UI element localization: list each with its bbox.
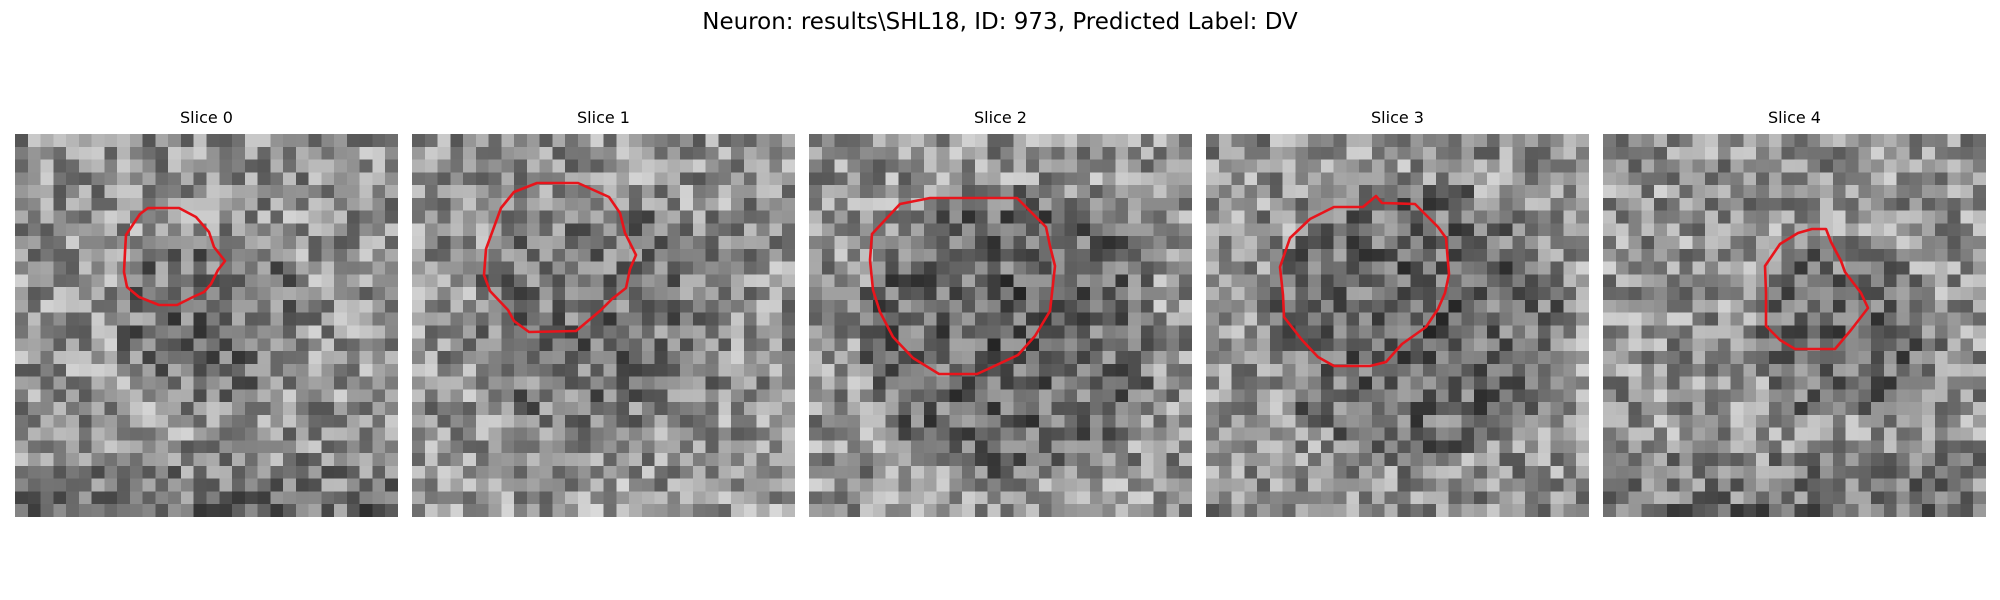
slice-heatmap xyxy=(412,134,795,517)
slice-image xyxy=(809,134,1192,517)
slice-title: Slice 4 xyxy=(1768,108,1821,127)
slice-heatmap xyxy=(15,134,398,517)
slice-panel-2: Slice 2 xyxy=(809,108,1192,518)
contour-outline xyxy=(482,181,638,334)
neuron-contour xyxy=(868,196,1057,376)
slice-title: Slice 2 xyxy=(974,108,1027,127)
slice-image xyxy=(412,134,795,517)
figure-title: Neuron: results\SHL18, ID: 973, Predicte… xyxy=(702,9,1298,35)
slice-heatmap xyxy=(1206,134,1589,517)
slice-image xyxy=(1603,134,1986,517)
slice-heatmap xyxy=(1603,134,1986,517)
contour-outline xyxy=(1763,227,1870,351)
slice-title: Slice 3 xyxy=(1371,108,1424,127)
neuron-contour xyxy=(1278,194,1451,368)
slice-panel-3: Slice 3 xyxy=(1206,108,1589,518)
slice-panel-4: Slice 4 xyxy=(1603,108,1986,518)
slice-title: Slice 1 xyxy=(577,108,630,127)
slice-title: Slice 0 xyxy=(180,108,233,127)
neuron-contour xyxy=(1763,227,1870,351)
neuron-contour xyxy=(482,181,638,334)
slice-image xyxy=(1206,134,1589,517)
contour-outline xyxy=(868,196,1057,376)
contour-outline xyxy=(122,206,227,307)
slice-panel-1: Slice 1 xyxy=(412,108,795,518)
slice-image xyxy=(15,134,398,517)
slice-panel-0: Slice 0 xyxy=(15,108,398,518)
contour-outline xyxy=(1278,194,1451,368)
neuron-contour xyxy=(122,206,227,307)
